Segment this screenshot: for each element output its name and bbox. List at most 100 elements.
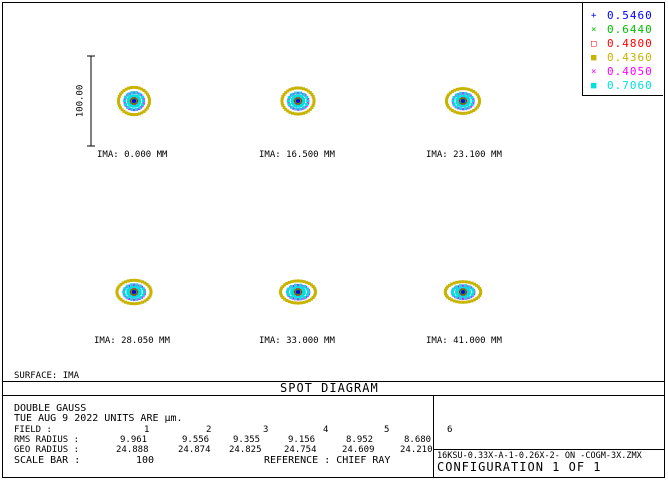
spot-point [298,291,301,293]
spot-point [445,95,449,99]
spot-point [126,296,130,300]
spot-point [311,103,315,107]
rms-value: 9.355 [233,435,261,445]
spot-point [284,107,288,111]
spot-point [286,109,290,113]
spot-point [464,100,467,102]
spot-point [129,278,133,282]
spot-point [142,290,146,294]
spot-point [147,101,151,105]
legend-entry: ■ 0.7060 [583,79,663,93]
spot-point [458,87,462,91]
spot-point [147,296,151,300]
spot-point [131,286,135,290]
spot-point [301,111,305,115]
spot-point [294,100,297,102]
spot-point [280,294,284,298]
spot-point [123,99,127,103]
spot-point [283,297,287,301]
spot-point [133,290,136,293]
rms-value: 9.961 [120,435,148,445]
legend-wavelength: 0.4050 [607,65,653,78]
spot-point [138,296,142,300]
spot-point [143,281,147,285]
divider-info-right [433,395,434,477]
spot-point [456,101,460,105]
spot-point [472,298,476,302]
spot-point [123,300,127,304]
spot-point [124,95,128,99]
spot-point [476,285,480,289]
spot-point [459,107,463,111]
spot-point [299,279,303,283]
spot-point [288,110,292,114]
spot-point [282,106,286,110]
spot-point [280,101,284,105]
geo-row-label: GEO RADIUS : [14,445,80,455]
spot-point [127,86,131,90]
spot-point [284,91,288,95]
rms-value: 9.156 [288,435,316,445]
spot-point [475,297,479,301]
spot-point [129,112,133,116]
spot-point [115,290,119,294]
divider-title-bottom [3,395,664,396]
spot-point [468,285,472,289]
spot-point [297,91,300,95]
spot-point [297,108,300,111]
spot-point [116,286,120,290]
spot-point [471,293,475,297]
spot-point [120,108,124,112]
spot-point [296,301,300,305]
spot-point [444,286,448,290]
spot-point [132,85,136,89]
spot-point [450,282,454,286]
scale-row-label: SCALE BAR : [14,455,81,466]
spot-point [130,291,133,293]
spot-point [285,298,289,302]
spot-point [463,107,467,111]
spot-point [289,295,293,299]
field-label-1: IMA: 0.000 MM [97,150,168,160]
spot-point [460,104,464,108]
spot-point [116,99,120,103]
spot-point [313,292,317,296]
spot-point [453,110,457,114]
spot-point [281,296,285,300]
spot-point [446,285,450,289]
spot-point [149,290,153,294]
spot-point [135,112,139,116]
spot-point [287,97,290,101]
spot-point [444,292,448,296]
spot-point [308,91,312,95]
spot-point [134,294,138,298]
spot-point [471,97,475,101]
spot-point [465,291,468,293]
legend-wavelength: 0.7060 [607,79,653,92]
spot-point [122,89,126,93]
rms-row-label: RMS RADIUS : [14,435,80,445]
rms-value: 8.952 [346,435,374,445]
spot-point [464,111,468,115]
spot-point [455,280,459,284]
spot-point [133,91,136,94]
spot-point [460,291,463,293]
spot-point [141,99,145,103]
spot-point [314,290,318,294]
spot-point [460,286,464,290]
spot-point [304,110,308,114]
spot-point [472,89,476,93]
spot-point [462,286,466,290]
spot-point [299,86,303,90]
spot-point [455,300,459,304]
spot-point [304,88,308,92]
spot-point [293,86,297,90]
spot-point [115,288,119,292]
spot-point [117,296,121,300]
spot-point [134,107,138,111]
spot-4 [115,278,153,306]
spot-point [297,294,301,298]
spot-point [455,105,459,109]
spot-point [458,291,461,293]
spot-point [126,279,130,283]
